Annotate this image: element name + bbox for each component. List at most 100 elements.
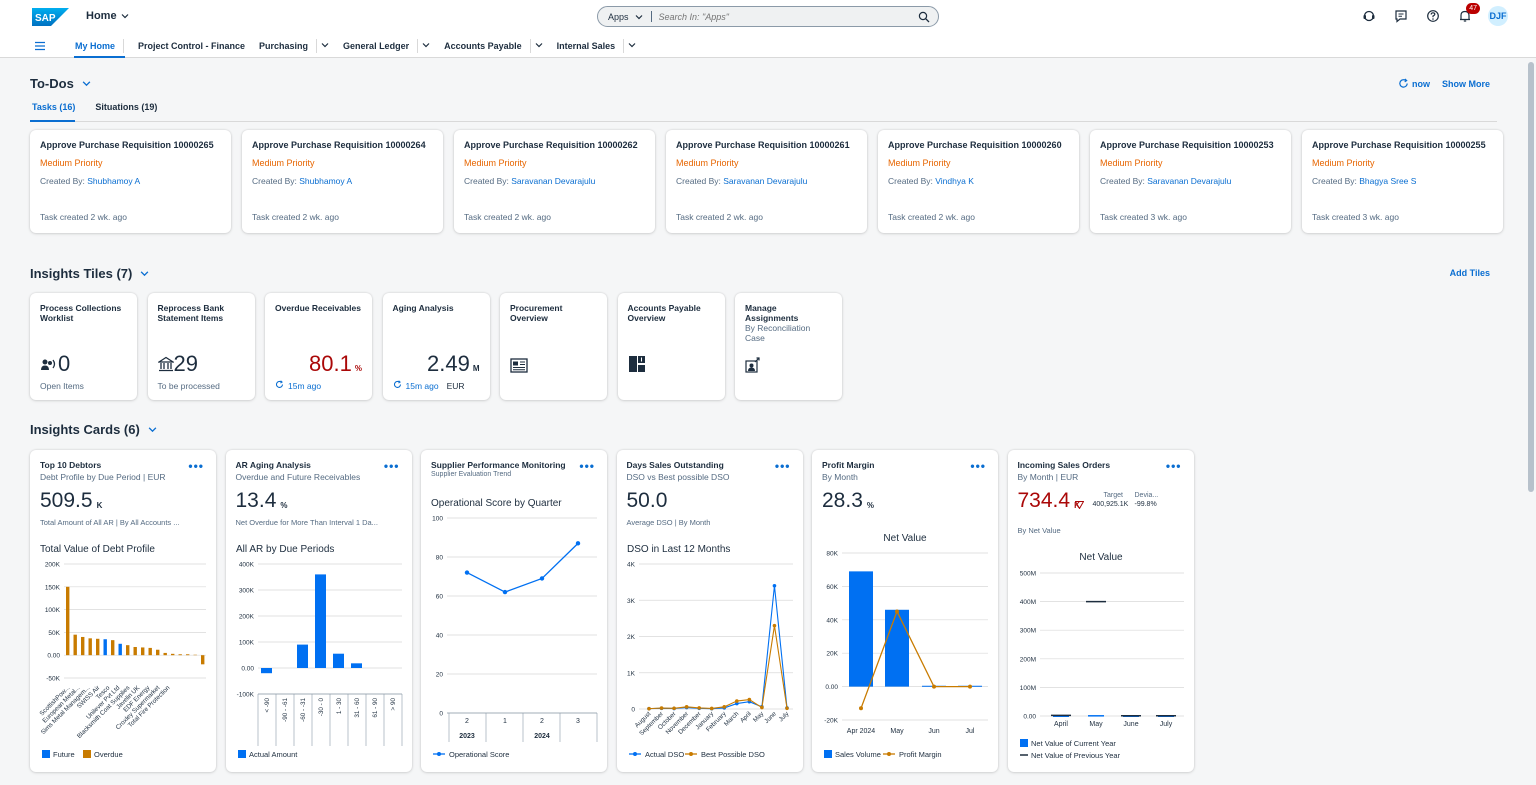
task-card[interactable]: Approve Purchase Requisition 10000265 Med… bbox=[30, 130, 231, 233]
data-point[interactable] bbox=[464, 570, 470, 575]
legend-item[interactable]: Best Possible DSO bbox=[684, 750, 765, 759]
data-point[interactable] bbox=[859, 706, 863, 711]
tile-1[interactable]: Reprocess Bank Statement Items 29 To be pr… bbox=[147, 293, 255, 400]
data-point[interactable] bbox=[932, 684, 936, 689]
more-options-icon[interactable]: ••• bbox=[774, 459, 791, 473]
data-point[interactable] bbox=[772, 623, 776, 628]
nav-item-3[interactable]: General Ledger bbox=[336, 34, 437, 58]
task-creator-link[interactable]: Bhagya Sree S bbox=[1359, 176, 1417, 186]
bar[interactable] bbox=[81, 636, 85, 656]
search-input[interactable] bbox=[651, 11, 902, 22]
bar[interactable] bbox=[66, 586, 70, 656]
refresh-button[interactable]: now bbox=[1398, 78, 1430, 89]
more-options-icon[interactable]: ••• bbox=[579, 459, 595, 473]
task-creator-link[interactable]: Saravanan Devarajulu bbox=[511, 176, 596, 186]
more-options-icon[interactable]: ••• bbox=[970, 459, 986, 473]
tile-2[interactable]: Overdue Receivables 80.1% 15m ago bbox=[265, 293, 372, 400]
bar[interactable] bbox=[148, 647, 152, 656]
data-point[interactable] bbox=[759, 705, 764, 710]
task-creator-link[interactable]: Shubhamoy A bbox=[299, 176, 353, 186]
task-card[interactable]: Approve Purchase Requisition 10000264 Med… bbox=[242, 130, 443, 233]
tab-tasks[interactable]: Tasks (16) bbox=[30, 96, 85, 122]
joule-assistant-icon[interactable] bbox=[1360, 7, 1378, 25]
todos-section-header[interactable]: To-Dos bbox=[30, 76, 91, 91]
nav-item-0[interactable]: My Home bbox=[68, 34, 131, 58]
tile-4[interactable]: Procurement Overview bbox=[500, 293, 607, 400]
more-options-icon[interactable]: ••• bbox=[188, 459, 204, 473]
bar[interactable] bbox=[156, 649, 160, 656]
legend-item[interactable]: Actual Amount bbox=[237, 750, 298, 759]
legend-item[interactable]: Net Value of Current Year bbox=[1019, 739, 1116, 748]
legend-item[interactable]: Future bbox=[42, 750, 75, 759]
bar[interactable] bbox=[126, 645, 130, 656]
bar[interactable] bbox=[103, 639, 107, 656]
data-point[interactable] bbox=[747, 697, 751, 702]
bar[interactable] bbox=[141, 647, 145, 656]
bar[interactable] bbox=[201, 655, 205, 665]
data-point[interactable] bbox=[646, 706, 651, 711]
task-card[interactable]: Approve Purchase Requisition 10000261 Med… bbox=[666, 130, 867, 233]
tile-6[interactable]: Manage Assignments By Reconciliation Case bbox=[735, 293, 842, 400]
data-point[interactable] bbox=[575, 541, 581, 546]
tile-3[interactable]: Aging Analysis 2.49 M 15m ago EUR bbox=[382, 293, 490, 400]
bar[interactable] bbox=[1087, 715, 1104, 717]
data-point[interactable] bbox=[539, 576, 545, 581]
tile-5[interactable]: Accounts Payable Overview bbox=[617, 293, 725, 400]
show-more-link[interactable]: Show More bbox=[1441, 78, 1490, 89]
data-point[interactable] bbox=[734, 701, 739, 706]
task-card[interactable]: Approve Purchase Requisition 10000260 Med… bbox=[878, 130, 1079, 233]
data-point[interactable] bbox=[696, 706, 701, 710]
task-creator-link[interactable]: Vindhya K bbox=[935, 176, 974, 186]
more-options-icon[interactable]: ••• bbox=[383, 459, 400, 473]
task-card[interactable]: Approve Purchase Requisition 10000262 Med… bbox=[454, 130, 655, 233]
bar[interactable] bbox=[88, 638, 92, 656]
tile-refresh-time[interactable]: 15m ago bbox=[405, 380, 439, 391]
bar[interactable] bbox=[849, 571, 873, 687]
data-point[interactable] bbox=[721, 705, 726, 709]
legend-item[interactable]: Profit Margin bbox=[883, 750, 942, 759]
data-point[interactable] bbox=[659, 706, 663, 710]
help-icon[interactable] bbox=[1424, 7, 1442, 25]
legend-item[interactable]: Overdue bbox=[83, 750, 123, 759]
bar[interactable] bbox=[96, 638, 100, 656]
insight-card-1[interactable]: AR Aging Analysis Overdue and Future Rece… bbox=[225, 450, 412, 772]
bar[interactable] bbox=[296, 644, 308, 668]
task-creator-link[interactable]: Shubhamoy A bbox=[87, 176, 141, 186]
legend-item[interactable]: Sales Volume bbox=[824, 750, 881, 759]
sap-logo[interactable]: SAP bbox=[32, 8, 69, 26]
notifications-icon[interactable]: 47 bbox=[1456, 3, 1480, 25]
tile-refresh-time[interactable]: 15m ago bbox=[288, 380, 322, 391]
data-point[interactable] bbox=[502, 589, 508, 595]
user-avatar[interactable]: DJF bbox=[1488, 6, 1508, 26]
legend-item[interactable]: Operational Score bbox=[433, 750, 509, 759]
insight-card-2[interactable]: Supplier Performance Monitoring Supplier … bbox=[421, 450, 607, 772]
bar[interactable] bbox=[260, 668, 272, 674]
search-scope-select[interactable]: Apps bbox=[598, 11, 652, 22]
tiles-section-header[interactable]: Insights Tiles (7) bbox=[30, 266, 149, 281]
bar[interactable] bbox=[186, 654, 190, 656]
data-point[interactable] bbox=[671, 706, 676, 711]
legend-item[interactable]: Net Value of Previous Year bbox=[1019, 751, 1121, 760]
bar[interactable] bbox=[885, 609, 909, 687]
add-tiles-link[interactable]: Add Tiles bbox=[1449, 268, 1490, 278]
chevron-down-icon[interactable] bbox=[321, 41, 329, 51]
search-icon[interactable] bbox=[918, 11, 930, 23]
legend-item[interactable]: Actual DSO bbox=[628, 750, 684, 759]
data-point[interactable] bbox=[784, 706, 789, 711]
bar[interactable] bbox=[178, 654, 182, 656]
chevron-down-icon[interactable] bbox=[422, 41, 430, 51]
feedback-icon[interactable] bbox=[1392, 7, 1410, 25]
bar[interactable] bbox=[111, 640, 115, 656]
chevron-down-icon[interactable] bbox=[628, 41, 636, 51]
cards-section-header[interactable]: Insights Cards (6) bbox=[30, 422, 157, 437]
data-point[interactable] bbox=[709, 706, 714, 711]
task-creator-link[interactable]: Saravanan Devarajulu bbox=[723, 176, 808, 186]
bar[interactable] bbox=[73, 634, 77, 656]
bar[interactable] bbox=[332, 653, 344, 668]
insight-card-3[interactable]: Days Sales Outstanding DSO vs Best possib… bbox=[616, 450, 803, 772]
home-menu[interactable]: Home bbox=[86, 10, 129, 22]
bar[interactable] bbox=[314, 574, 326, 668]
insight-card-0[interactable]: Top 10 Debtors Debt Profile by Due Period… bbox=[30, 450, 216, 772]
nav-item-4[interactable]: Accounts Payable bbox=[437, 34, 550, 58]
bar[interactable] bbox=[133, 646, 137, 656]
